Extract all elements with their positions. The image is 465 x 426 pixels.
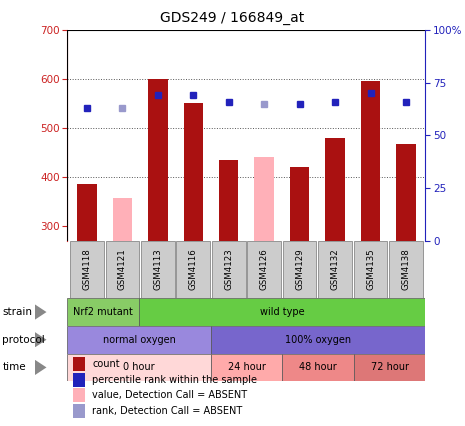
Bar (354, 354, 425, 381)
Bar (361, 81, 380, 241)
Bar (211, 354, 282, 381)
Bar (67, 326, 211, 354)
Bar (67, 298, 139, 326)
Bar (282, 354, 354, 381)
Text: GSM4126: GSM4126 (259, 248, 269, 291)
Text: GSM4138: GSM4138 (401, 248, 411, 291)
Bar (290, 167, 309, 241)
Text: GSM4135: GSM4135 (366, 248, 375, 291)
Bar (219, 160, 239, 241)
Bar (139, 298, 425, 326)
Bar (67, 354, 211, 381)
Bar (247, 241, 281, 298)
Bar (77, 184, 97, 241)
Text: protocol: protocol (2, 335, 45, 345)
Bar (141, 241, 175, 298)
Bar (212, 241, 246, 298)
Polygon shape (35, 304, 46, 320)
Bar (73, 388, 85, 402)
Bar (176, 241, 210, 298)
Text: 100% oxygen: 100% oxygen (285, 335, 351, 345)
Text: GSM4116: GSM4116 (189, 248, 198, 291)
Text: strain: strain (2, 307, 33, 317)
Bar (184, 104, 203, 241)
Text: GSM4132: GSM4132 (331, 248, 339, 291)
Bar (73, 404, 85, 418)
Text: count: count (93, 359, 120, 369)
Bar (354, 241, 387, 298)
Bar (73, 357, 85, 371)
Bar (283, 241, 317, 298)
Text: 48 hour: 48 hour (299, 363, 337, 372)
Polygon shape (35, 360, 46, 375)
Text: GSM4121: GSM4121 (118, 248, 127, 291)
Bar (326, 138, 345, 241)
Text: GSM4118: GSM4118 (82, 248, 92, 291)
Text: wild type: wild type (260, 307, 305, 317)
Bar (318, 241, 352, 298)
Text: 24 hour: 24 hour (227, 363, 266, 372)
Bar (254, 157, 274, 241)
Text: GSM4123: GSM4123 (224, 248, 233, 291)
Polygon shape (35, 332, 46, 348)
Text: time: time (2, 363, 26, 372)
Bar (389, 241, 423, 298)
Text: GSM4113: GSM4113 (153, 248, 162, 291)
Bar (106, 241, 139, 298)
Bar (70, 241, 104, 298)
Text: value, Detection Call = ABSENT: value, Detection Call = ABSENT (93, 390, 248, 400)
Text: 72 hour: 72 hour (371, 363, 409, 372)
Bar (211, 326, 425, 354)
Text: percentile rank within the sample: percentile rank within the sample (93, 374, 258, 385)
Bar (113, 198, 132, 241)
Bar (73, 372, 85, 387)
Text: Nrf2 mutant: Nrf2 mutant (73, 307, 133, 317)
Bar (396, 144, 416, 241)
Bar (148, 79, 167, 241)
Text: normal oxygen: normal oxygen (103, 335, 175, 345)
Text: 0 hour: 0 hour (123, 363, 155, 372)
Text: GDS249 / 166849_at: GDS249 / 166849_at (160, 11, 305, 25)
Text: rank, Detection Call = ABSENT: rank, Detection Call = ABSENT (93, 406, 243, 416)
Text: GSM4129: GSM4129 (295, 249, 304, 290)
